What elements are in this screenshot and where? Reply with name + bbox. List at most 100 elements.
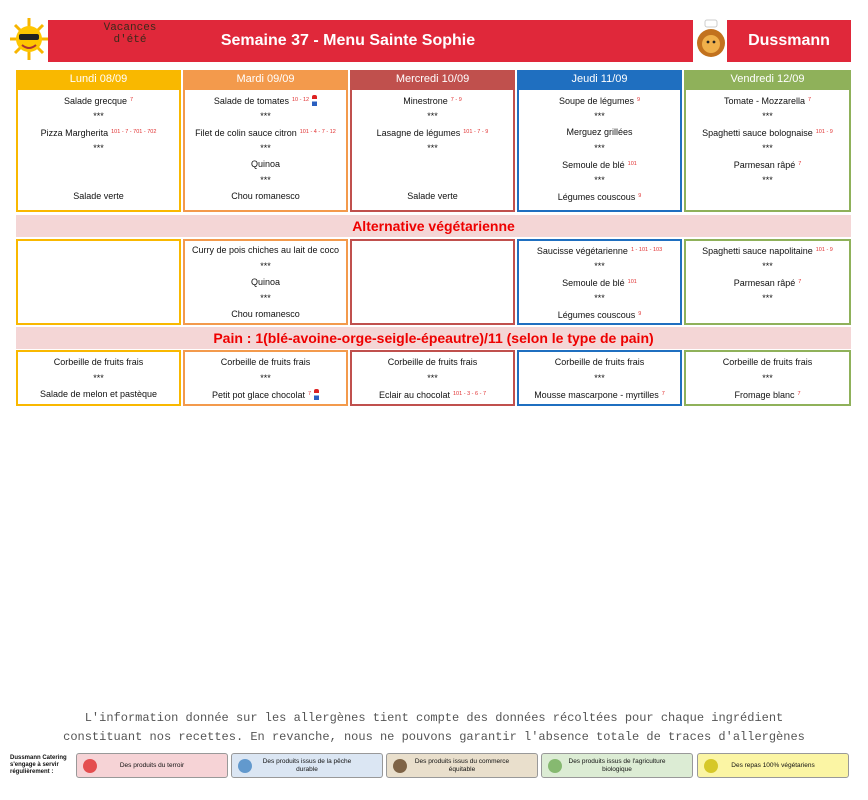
dish: *** bbox=[762, 175, 773, 185]
header-banner bbox=[48, 20, 693, 62]
dish: Tomate - Mozzarella bbox=[723, 96, 805, 106]
day-header: Vendredi 12/09 bbox=[684, 70, 851, 88]
dish: Corbeille de fruits frais bbox=[554, 357, 645, 367]
legend-text: Des produits issus du commerce équitable bbox=[414, 757, 510, 773]
menu-item: Salade de melon et pastèque bbox=[18, 388, 179, 400]
menu-item: *** bbox=[519, 142, 680, 154]
menu-item: *** bbox=[686, 292, 849, 304]
dish: *** bbox=[762, 261, 773, 271]
menu-item: Corbeille de fruits frais bbox=[352, 356, 513, 368]
dish: Quinoa bbox=[250, 159, 281, 169]
dish: Salade verte bbox=[73, 191, 124, 201]
menu-item: Quinoa bbox=[185, 276, 346, 288]
dish: *** bbox=[594, 293, 605, 303]
legend-item: Des produits issus du commerce équitable bbox=[386, 753, 538, 778]
dish: *** bbox=[594, 373, 605, 383]
vegetarian-box bbox=[350, 239, 515, 325]
dish: Eclair au chocolat bbox=[378, 390, 450, 400]
dish: *** bbox=[762, 111, 773, 121]
allergens: 101 - 7 - 701 - 702 bbox=[111, 129, 157, 135]
menu-item: *** bbox=[185, 110, 346, 122]
allergens: 101 - 4 - 7 - 12 bbox=[299, 129, 336, 135]
vegetarian-band: Alternative végétarienne bbox=[16, 215, 851, 237]
menu-item: Lasagne de légumes 101 - 7 - 9 bbox=[352, 126, 513, 139]
menu-item: Corbeille de fruits frais bbox=[18, 356, 179, 368]
menu-item: Semoule de blé 101 bbox=[519, 158, 680, 171]
day-header: Jeudi 11/09 bbox=[517, 70, 682, 88]
menu-item: Salade verte bbox=[18, 190, 179, 202]
dish: Petit pot glace chocolat bbox=[211, 390, 305, 400]
dish: *** bbox=[594, 143, 605, 153]
menu-item: *** bbox=[18, 110, 179, 122]
menu-item: Légumes couscous 9 bbox=[519, 190, 680, 203]
dish: Soupe de légumes bbox=[558, 96, 634, 106]
menu-item: *** bbox=[519, 372, 680, 384]
menu-item: Eclair au chocolat 101 - 3 - 6 - 7 bbox=[352, 388, 513, 401]
dish: *** bbox=[93, 143, 104, 153]
menu-item: Mousse mascarpone - myrtilles 7 bbox=[519, 388, 680, 401]
dish: Quinoa bbox=[250, 277, 281, 287]
allergens: 9 bbox=[638, 311, 642, 317]
menu-item: *** bbox=[185, 372, 346, 384]
legend-item: Des produits du terroir bbox=[76, 753, 228, 778]
mascot-icon bbox=[697, 19, 725, 57]
dish: Filet de colin sauce citron bbox=[195, 128, 297, 138]
dish: Salade verte bbox=[407, 191, 458, 201]
menu-item: Tomate - Mozzarella 7 bbox=[686, 94, 849, 107]
menu-item: *** bbox=[519, 260, 680, 272]
dish: Lasagne de légumes bbox=[376, 128, 461, 138]
allergens: 101 bbox=[627, 161, 637, 167]
allergens: 101 - 7 - 9 bbox=[463, 129, 489, 135]
allergen-disclaimer: L'information donnée sur les allergènes … bbox=[63, 711, 805, 744]
menu-item: Filet de colin sauce citron 101 - 4 - 7 -… bbox=[185, 126, 346, 139]
vegetarian-box: Saucisse végétarienne 1 - 101 - 103 *** Sem… bbox=[517, 239, 682, 325]
legend-item: Des produits issus de l'agriculture biol… bbox=[541, 753, 693, 778]
dish: Parmesan râpé bbox=[733, 278, 796, 288]
terroir-icon bbox=[312, 95, 318, 106]
menu-item: *** bbox=[519, 174, 680, 186]
dish: *** bbox=[427, 373, 438, 383]
terroir-icon bbox=[314, 389, 320, 400]
menu-item: Semoule de blé 101 bbox=[519, 276, 680, 289]
legend-text: Des repas 100% végétariens bbox=[731, 761, 815, 769]
menu-item: Chou romanesco bbox=[185, 190, 346, 202]
dish: Semoule de blé bbox=[562, 160, 625, 170]
allergens: 7 - 9 bbox=[450, 97, 462, 103]
allergens: 101 - 3 - 6 - 7 bbox=[453, 391, 487, 397]
main-box: Minestrone 7 - 9 *** Lasagne de légumes 101 … bbox=[350, 88, 515, 212]
allergens: 9 bbox=[638, 193, 642, 199]
main-box: Salade de tomates 10 - 12 *** Filet de coli… bbox=[183, 88, 348, 212]
dish: Salade de tomates bbox=[213, 96, 289, 106]
allergens: 7 bbox=[308, 391, 312, 397]
legend-icon bbox=[704, 759, 718, 773]
main-box: Salade grecque 7 *** Pizza Margherita 101 - … bbox=[16, 88, 181, 212]
dish: Légumes couscous bbox=[557, 192, 636, 202]
allergens: 1 - 101 - 103 bbox=[630, 247, 663, 253]
menu-item: *** bbox=[18, 372, 179, 384]
dessert-box: Corbeille de fruits frais *** Petit pot gl… bbox=[183, 350, 348, 406]
menu-item: *** bbox=[352, 110, 513, 122]
dish: Salade de melon et pastèque bbox=[39, 389, 158, 399]
allergens: 101 - 9 bbox=[815, 247, 833, 253]
dish: Légumes couscous bbox=[557, 310, 636, 320]
dish: Parmesan râpé bbox=[733, 160, 796, 170]
dish: Spaghetti sauce bolognaise bbox=[702, 128, 813, 138]
menu-item: Spaghetti sauce bolognaise 101 - 9 bbox=[686, 126, 849, 139]
menu-item: Pizza Margherita 101 - 7 - 701 - 702 bbox=[18, 126, 179, 139]
allergens: 7 bbox=[130, 97, 134, 103]
menu-item: *** bbox=[185, 142, 346, 154]
legend-text: Des produits issus de la pêche durable bbox=[262, 757, 352, 773]
menu-item: Merguez grillées bbox=[519, 126, 680, 138]
menu-item: Salade verte bbox=[352, 190, 513, 202]
dessert-box: Corbeille de fruits frais *** Eclair au ch… bbox=[350, 350, 515, 406]
menu-item: Fromage blanc 7 bbox=[686, 388, 849, 401]
dessert-box: Corbeille de fruits frais *** Salade de me… bbox=[16, 350, 181, 406]
dish: *** bbox=[93, 373, 104, 383]
menu-item: *** bbox=[686, 110, 849, 122]
legend-icon bbox=[238, 759, 252, 773]
dish: Corbeille de fruits frais bbox=[387, 357, 478, 367]
menu-title: Semaine 37 - Menu Sainte Sophie bbox=[220, 32, 476, 49]
dish: Fromage blanc bbox=[734, 390, 795, 400]
allergens: 101 bbox=[627, 279, 637, 285]
